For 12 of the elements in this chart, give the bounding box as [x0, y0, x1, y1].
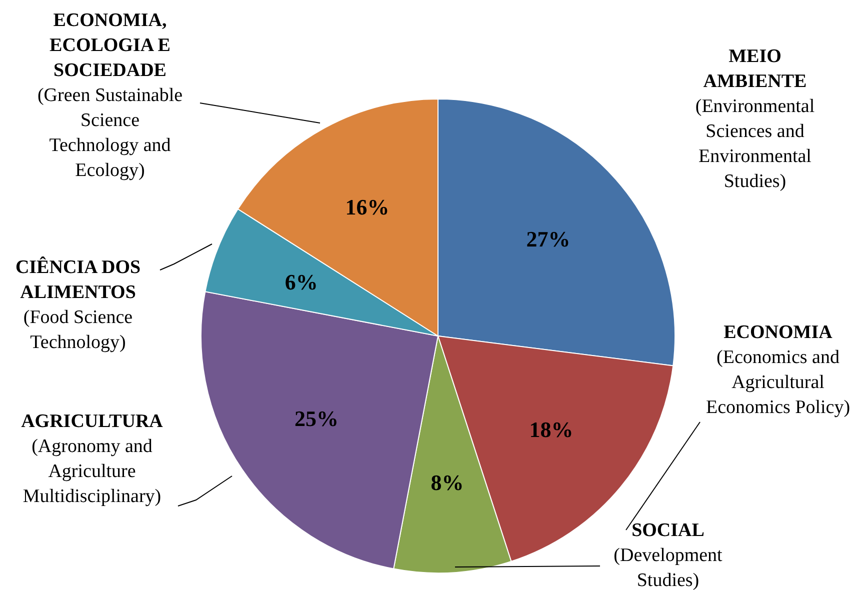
- slice-label: AGRICULTURA (Agronomy and Agriculture Multidisciplinary): [21, 411, 164, 507]
- data-label: 18%: [529, 417, 574, 442]
- data-label: 6%: [284, 269, 318, 294]
- slice-label: ECONOMIA, ECOLOGIA E SOCIEDADE (Green Sustainable Science Technology and Ecology): [37, 10, 183, 181]
- data-label: 25%: [294, 406, 338, 432]
- slice-label: SOCIAL (Development Studies): [614, 520, 724, 590]
- data-label: 16%: [345, 194, 390, 220]
- slice-label: MEIO AMBIENTE (Environmental Sciences and Environmental Studies): [695, 46, 815, 192]
- data-label: 27%: [526, 226, 570, 252]
- slice-label: CIÊNCIA DOS ALIMENTOS (Food Science Technology): [15, 256, 141, 353]
- data-label: 8%: [430, 470, 464, 496]
- slice-label: ECONOMIA (Economics and Agricultural Economics Policy): [706, 322, 850, 418]
